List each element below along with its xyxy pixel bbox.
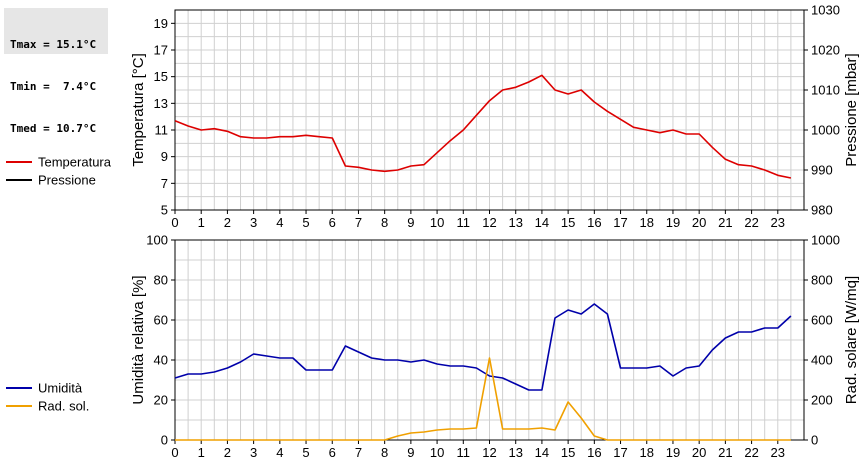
x-tick-label: 21: [718, 445, 732, 460]
x-tick-label: 13: [508, 445, 522, 460]
x-tick-label: 3: [250, 445, 257, 460]
y2-tick-label: 990: [811, 163, 833, 178]
legend-label: Pressione: [38, 173, 96, 188]
y-axis-label: Temperatura [°C]: [130, 53, 147, 167]
stat-tmed: Tmed = 10.7°C: [10, 122, 97, 135]
x-tick-label: 4: [276, 445, 283, 460]
stats-box: Tmax = 15.1°C Tmin = 7.4°C Tmed = 10.7°C: [4, 8, 108, 135]
y2-tick-label: 800: [811, 273, 833, 288]
x-tick-label: 16: [587, 215, 601, 230]
y-tick-label: 19: [154, 16, 168, 31]
y2-tick-label: 200: [811, 393, 833, 408]
y2-tick-label: 1030: [811, 3, 840, 18]
x-tick-label: 23: [771, 215, 785, 230]
x-tick-label: 8: [381, 215, 388, 230]
y-tick-label: 7: [161, 176, 168, 191]
x-tick-label: 13: [508, 215, 522, 230]
x-tick-label: 16: [587, 445, 601, 460]
legend-label: Rad. sol.: [38, 399, 89, 414]
x-tick-label: 10: [430, 445, 444, 460]
y-axis-label: Umidità relativa [%]: [130, 275, 147, 404]
x-tick-label: 22: [744, 445, 758, 460]
series-rad-sol-: [175, 357, 791, 441]
x-tick-label: 7: [355, 445, 362, 460]
x-tick-label: 23: [771, 445, 785, 460]
x-tick-label: 14: [535, 445, 549, 460]
x-tick-label: 5: [302, 445, 309, 460]
x-tick-label: 3: [250, 215, 257, 230]
legend-label: Temperatura: [38, 155, 112, 170]
y2-tick-label: 0: [811, 433, 818, 448]
x-tick-label: 11: [457, 215, 471, 230]
x-tick-label: 18: [640, 445, 654, 460]
series-temperatura: [174, 74, 792, 179]
y2-tick-label: 1010: [811, 83, 840, 98]
x-tick-label: 12: [482, 445, 496, 460]
x-tick-label: 1: [198, 445, 205, 460]
x-tick-label: 18: [640, 215, 654, 230]
x-tick-label: 11: [457, 445, 471, 460]
y-tick-label: 17: [154, 43, 168, 58]
x-tick-label: 9: [407, 445, 414, 460]
x-tick-label: 14: [535, 215, 549, 230]
x-tick-label: 1: [198, 215, 205, 230]
y2-tick-label: 1000: [811, 233, 840, 248]
x-tick-label: 0: [171, 215, 178, 230]
x-tick-label: 8: [381, 445, 388, 460]
y-tick-label: 20: [154, 393, 168, 408]
y2-tick-label: 1020: [811, 43, 840, 58]
y-tick-label: 13: [154, 96, 168, 111]
y2-tick-label: 1000: [811, 123, 840, 138]
stat-tmin: Tmin = 7.4°C: [10, 80, 97, 93]
x-tick-label: 15: [561, 215, 575, 230]
chart-panel-1: 0 1 2 3 4 5 6 7 8 9 10 11 12 13 14 15 16 17 18 19 20 21 22 2357…: [6, 3, 860, 230]
y-tick-label: 15: [154, 69, 168, 84]
x-tick-label: 2: [224, 445, 231, 460]
x-tick-label: 6: [329, 215, 336, 230]
x-tick-label: 2: [224, 215, 231, 230]
x-tick-label: 10: [430, 215, 444, 230]
y-tick-label: 0: [161, 433, 168, 448]
x-tick-label: 20: [692, 215, 706, 230]
y2-tick-label: 980: [811, 203, 833, 218]
x-tick-label: 6: [329, 445, 336, 460]
y2-tick-label: 600: [811, 313, 833, 328]
x-tick-label: 17: [613, 215, 627, 230]
y-tick-label: 100: [146, 233, 168, 248]
y-tick-label: 11: [155, 123, 169, 138]
x-tick-label: 7: [355, 215, 362, 230]
series-umidit-: [174, 303, 792, 391]
x-tick-label: 0: [171, 445, 178, 460]
x-tick-label: 5: [302, 215, 309, 230]
x-tick-label: 20: [692, 445, 706, 460]
y2-axis-label: Rad. solare [W/mq]: [843, 276, 860, 404]
y-tick-label: 80: [154, 273, 168, 288]
x-tick-label: 19: [666, 445, 680, 460]
stat-tmax: Tmax = 15.1°C: [10, 38, 97, 51]
x-tick-label: 15: [561, 445, 575, 460]
x-tick-label: 12: [482, 215, 496, 230]
x-tick-label: 4: [276, 215, 283, 230]
y-tick-label: 5: [161, 203, 168, 218]
y-tick-label: 40: [154, 353, 168, 368]
y2-tick-label: 400: [811, 353, 833, 368]
y-tick-label: 9: [161, 149, 168, 164]
y2-axis-label: Pressione [mbar]: [843, 53, 860, 166]
x-tick-label: 22: [744, 215, 758, 230]
chart-panel-2: 0 1 2 3 4 5 6 7 8 9 10 11 12 13 14 15 16 17 18 19 20 21 22 2302…: [6, 233, 860, 460]
x-tick-label: 17: [613, 445, 627, 460]
legend-label: Umidità: [38, 381, 83, 396]
x-tick-label: 21: [718, 215, 732, 230]
x-tick-label: 9: [407, 215, 414, 230]
y-tick-label: 60: [154, 313, 168, 328]
x-tick-label: 19: [666, 215, 680, 230]
